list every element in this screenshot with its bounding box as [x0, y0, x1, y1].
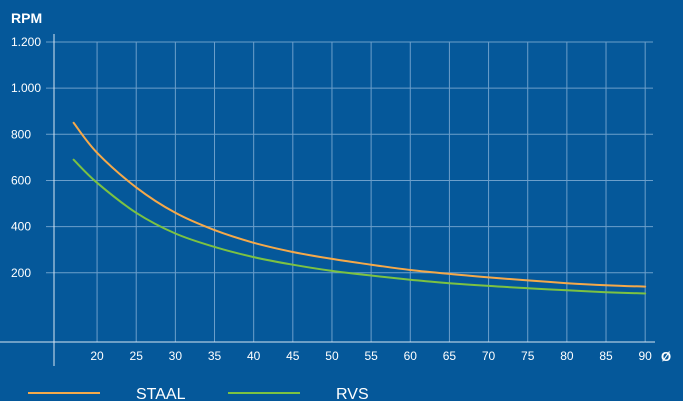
x-tick-label-50: 50: [325, 349, 339, 363]
y-tick-label-1200: 1.200: [11, 35, 41, 49]
x-tick-label-40: 40: [247, 349, 261, 363]
legend: STAAL RVS: [28, 386, 369, 401]
x-tick-label-80: 80: [560, 349, 574, 363]
y-tick-label-800: 800: [11, 127, 31, 141]
x-tick-label-55: 55: [364, 349, 378, 363]
x-tick-label-70: 70: [482, 349, 496, 363]
series-lines: [72, 121, 647, 295]
y-tick-label-200: 200: [11, 266, 31, 280]
series-line-rvs: [72, 158, 647, 295]
x-tick-label-85: 85: [599, 349, 613, 363]
y-tick-label-400: 400: [11, 220, 31, 234]
series-line-staal: [72, 121, 647, 288]
y-tick-label-1000: 1.000: [11, 81, 41, 95]
grid: [46, 41, 653, 342]
legend-label-rvs: RVS: [336, 386, 369, 401]
x-tick-label-25: 25: [130, 349, 144, 363]
y-tick-label-600: 600: [11, 173, 31, 187]
x-tick-label-65: 65: [443, 349, 457, 363]
legend-label-staal: STAAL: [136, 386, 186, 401]
x-tick-label-60: 60: [404, 349, 418, 363]
x-tick-label-35: 35: [208, 349, 222, 363]
x-tick-label-75: 75: [521, 349, 535, 363]
x-tick-label-30: 30: [169, 349, 183, 363]
y-axis-label: RPM: [11, 10, 42, 26]
tick-labels: 20 25 30 35 40 45 50 55 60 65 70 75 80 85 90 200 400 600 8…: [11, 35, 652, 363]
x-axis-label: Ø: [661, 349, 671, 364]
x-tick-label-90: 90: [638, 349, 652, 363]
axes: [0, 34, 655, 366]
x-tick-label-20: 20: [90, 349, 104, 363]
x-tick-label-45: 45: [286, 349, 300, 363]
